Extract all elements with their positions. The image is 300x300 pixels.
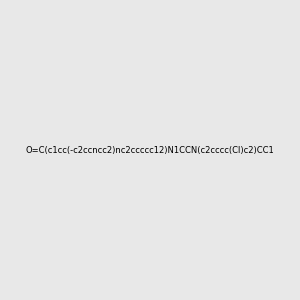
Text: O=C(c1cc(-c2ccncc2)nc2ccccc12)N1CCN(c2cccc(Cl)c2)CC1: O=C(c1cc(-c2ccncc2)nc2ccccc12)N1CCN(c2cc… (26, 146, 275, 154)
